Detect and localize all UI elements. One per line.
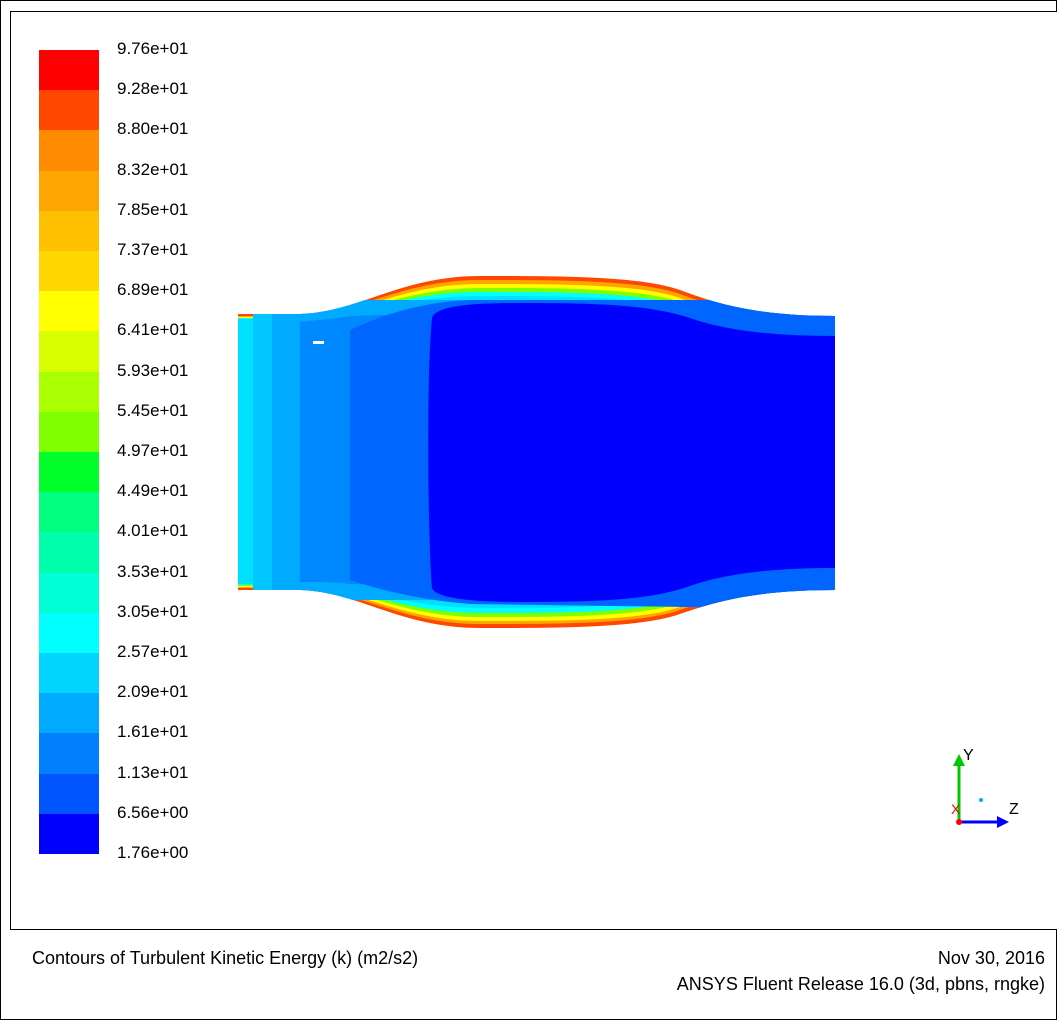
legend-swatch xyxy=(39,291,99,332)
legend-swatch xyxy=(39,653,99,694)
legend-label: 1.61e+01 xyxy=(117,722,189,742)
legend-swatch xyxy=(39,693,99,734)
x-axis-marker xyxy=(956,819,962,825)
legend-swatch xyxy=(39,733,99,774)
contour-domain xyxy=(238,276,835,628)
solver-release-info: ANSYS Fluent Release 16.0 (3d, pbns, rng… xyxy=(676,974,1045,994)
legend-swatch xyxy=(39,532,99,573)
legend-swatch xyxy=(39,572,99,613)
legend-label: 3.53e+01 xyxy=(117,561,189,581)
legend-swatch xyxy=(39,251,99,292)
z-axis-arrowhead xyxy=(997,816,1009,828)
color-legend-labels: 9.76e+01 9.28e+01 8.80e+01 8.32e+01 7.85e+01… xyxy=(117,39,257,879)
legend-swatch xyxy=(39,371,99,412)
legend-swatch xyxy=(39,612,99,654)
legend-label: 8.32e+01 xyxy=(117,159,189,179)
legend-label: 2.57e+01 xyxy=(117,642,189,661)
color-legend-bar xyxy=(39,50,99,855)
legend-swatch xyxy=(39,210,99,252)
legend-swatch xyxy=(39,813,99,855)
plot-title: Contours of Turbulent Kinetic Energy (k)… xyxy=(32,948,419,968)
legend-swatch xyxy=(39,50,99,91)
y-axis-arrowhead xyxy=(953,754,965,766)
legend-swatch xyxy=(39,411,99,453)
legend-label: 4.97e+01 xyxy=(117,441,189,460)
legend-swatch xyxy=(39,492,99,533)
legend-label: 1.13e+01 xyxy=(117,762,189,782)
legend-swatch xyxy=(39,130,99,171)
legend-label: 7.85e+01 xyxy=(117,199,189,219)
legend-label: 6.89e+01 xyxy=(117,280,189,300)
x-axis-label: X xyxy=(951,801,961,817)
axes-triad: Y X Z xyxy=(951,747,1019,828)
contour-core-low xyxy=(428,303,835,602)
legend-swatch xyxy=(39,331,99,372)
legend-label: 8.80e+01 xyxy=(117,119,189,139)
y-axis-label: Y xyxy=(963,747,974,764)
plot-date: Nov 30, 2016 xyxy=(937,948,1045,968)
legend-label: 6.41e+01 xyxy=(117,320,189,340)
origin-dot xyxy=(979,798,983,802)
legend-label: 5.45e+01 xyxy=(117,400,189,420)
z-axis-label: Z xyxy=(1009,801,1019,818)
legend-label: 9.76e+01 xyxy=(117,39,189,58)
legend-label: 5.93e+01 xyxy=(117,360,189,380)
legend-swatch xyxy=(39,90,99,131)
legend-swatch xyxy=(39,170,99,211)
legend-label: 7.37e+01 xyxy=(117,240,189,259)
legend-label: 1.76e+00 xyxy=(117,843,189,862)
legend-swatch xyxy=(39,452,99,493)
legend-swatch xyxy=(39,773,99,814)
legend-label: 2.09e+01 xyxy=(117,682,189,702)
legend-label: 3.05e+01 xyxy=(117,601,189,621)
legend-label: 4.01e+01 xyxy=(117,521,189,541)
small-artifact-mark xyxy=(313,341,324,344)
legend-label: 9.28e+01 xyxy=(117,79,189,99)
legend-label: 4.49e+01 xyxy=(117,481,189,501)
legend-label: 6.56e+00 xyxy=(117,802,189,822)
